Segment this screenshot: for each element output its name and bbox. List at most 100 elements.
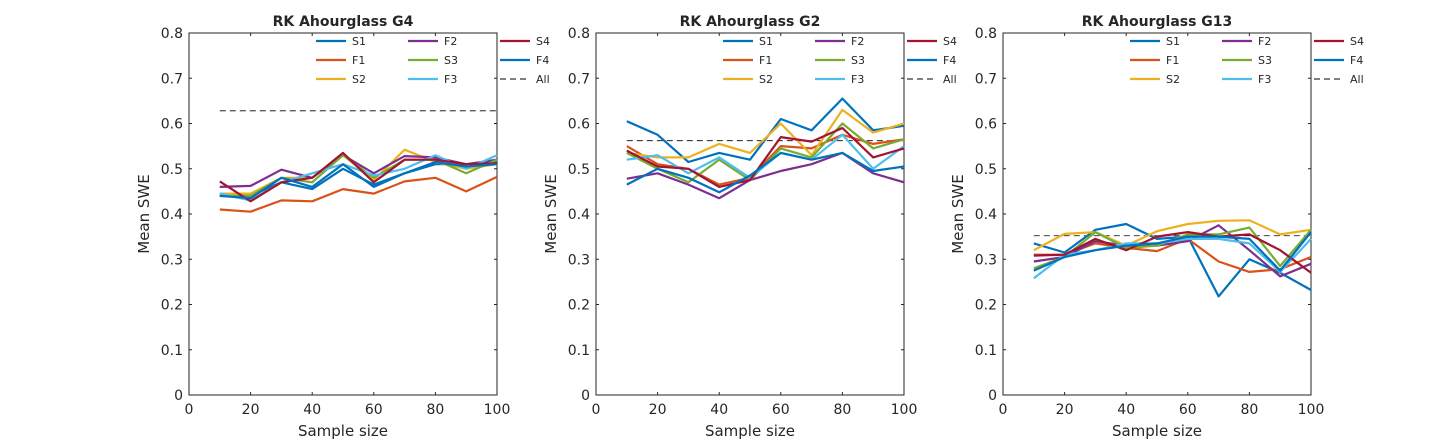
y-tick-label: 0.8: [568, 26, 590, 42]
x-tick-label: 0: [592, 402, 601, 418]
series-line-s1: [1033, 222, 1312, 298]
legend-label-f2: F2: [1258, 35, 1271, 48]
x-tick-label: 60: [1179, 402, 1197, 418]
series-line-s4: [219, 151, 498, 203]
x-tick-label: 0: [999, 402, 1008, 418]
chart-panel-1: 0 20 40 60 80 100 0 0.1 0.2 0.3 0.4 0.5 0.6 0.7 0.8 RK …: [135, 14, 550, 440]
legend-label-f1: F1: [759, 54, 772, 67]
series-line-s4: [1033, 231, 1312, 274]
y-tick-label: 0: [174, 388, 183, 404]
legend-label-f4: F4: [943, 54, 956, 67]
chart-title: RK Ahourglass G13: [1082, 14, 1233, 30]
y-tick-label: 0.1: [161, 343, 183, 359]
y-tick-label: 0.6: [975, 117, 997, 133]
series-line-f1: [219, 175, 498, 213]
legend: S1 F1 S2 F2 S3 F3 S4 F4 All: [1130, 35, 1364, 86]
y-tick-label: 0.4: [975, 207, 997, 223]
legend-label-s3: S3: [851, 54, 865, 67]
series-line-f4: [219, 160, 498, 200]
x-tick-label: 80: [1240, 402, 1258, 418]
y-tick-label: 0: [581, 388, 590, 404]
legend-label-s4: S4: [943, 35, 957, 48]
legend-label-s1: S1: [1166, 35, 1180, 48]
x-tick-label: 60: [772, 402, 790, 418]
x-tick-label: 40: [710, 402, 728, 418]
y-tick-label: 0.2: [975, 298, 997, 314]
y-tick-label: 0: [988, 388, 997, 404]
series-line-f4: [1033, 231, 1312, 272]
legend-label-f2: F2: [851, 35, 864, 48]
x-tick-label: 100: [1298, 402, 1325, 418]
legend-label-f3: F3: [1258, 73, 1271, 86]
y-tick-label: 0.7: [975, 71, 997, 87]
y-tick-label: 0.2: [568, 298, 590, 314]
x-tick-label: 0: [185, 402, 194, 418]
plot-area: [188, 32, 498, 396]
x-tick-label: 60: [365, 402, 383, 418]
legend-label-s1: S1: [352, 35, 366, 48]
y-tick-label: 0.2: [161, 298, 183, 314]
x-tick-label: 100: [484, 402, 511, 418]
series-line-s2: [1033, 219, 1312, 252]
y-tick-label: 0.8: [161, 26, 183, 42]
x-tick-label: 40: [303, 402, 321, 418]
legend-label-f3: F3: [851, 73, 864, 86]
y-tick-label: 0.4: [568, 207, 590, 223]
y-tick-label: 0.6: [568, 117, 590, 133]
series-line-f1: [626, 133, 905, 186]
x-tick-label: 20: [1056, 402, 1074, 418]
series-line-f2: [1033, 224, 1312, 278]
y-tick-label: 0.3: [975, 252, 997, 268]
legend-label-s1: S1: [759, 35, 773, 48]
y-tick-label: 0.5: [568, 162, 590, 178]
x-tick-label: 100: [891, 402, 918, 418]
y-axis-label: Mean SWE: [949, 174, 967, 253]
legend-label-s3: S3: [1258, 54, 1272, 67]
x-tick-label: 20: [242, 402, 260, 418]
legend-label-f3: F3: [444, 73, 457, 86]
legend: S1 F1 S2 F2 S3 F3 S4 F4 All: [723, 35, 957, 86]
series-line-f3: [1033, 237, 1312, 280]
legend-label-s3: S3: [444, 54, 458, 67]
x-axis-label: Sample size: [1112, 422, 1202, 440]
series-line-s2: [626, 108, 905, 159]
legend-label-s2: S2: [352, 73, 366, 86]
chart-title: RK Ahourglass G4: [273, 14, 414, 30]
y-tick-label: 0.3: [568, 252, 590, 268]
y-tick-label: 0.1: [568, 343, 590, 359]
legend-label-all: All: [536, 73, 550, 86]
chart-panel-2: 0 20 40 60 80 100 0 0.1 0.2 0.3 0.4 0.5 0.6 0.7 0.8 RK …: [542, 14, 957, 440]
y-tick-label: 0.5: [975, 162, 997, 178]
plot-area: [595, 32, 905, 396]
x-tick-label: 80: [833, 402, 851, 418]
legend-label-f4: F4: [536, 54, 549, 67]
plot-area: [1002, 32, 1312, 396]
legend-label-f4: F4: [1350, 54, 1363, 67]
x-axis-label: Sample size: [705, 422, 795, 440]
legend: S1 F1 S2 F2 S3 F3 S4 F4 All: [316, 35, 550, 86]
legend-label-s4: S4: [1350, 35, 1364, 48]
legend-label-s2: S2: [759, 73, 773, 86]
legend-label-f1: F1: [1166, 54, 1179, 67]
series-line-f4: [626, 151, 905, 194]
legend-label-s4: S4: [536, 35, 550, 48]
y-tick-label: 0.8: [975, 26, 997, 42]
x-axis-label: Sample size: [298, 422, 388, 440]
y-tick-label: 0.1: [975, 343, 997, 359]
legend-label-f1: F1: [352, 54, 365, 67]
x-tick-label: 20: [649, 402, 667, 418]
y-tick-label: 0.7: [161, 71, 183, 87]
series-line-s4: [626, 126, 905, 188]
legend-label-s2: S2: [1166, 73, 1180, 86]
chart-title: RK Ahourglass G2: [680, 14, 821, 30]
x-tick-label: 40: [1117, 402, 1135, 418]
y-axis-label: Mean SWE: [542, 174, 560, 253]
y-tick-label: 0.5: [161, 162, 183, 178]
y-tick-label: 0.7: [568, 71, 590, 87]
y-tick-label: 0.6: [161, 117, 183, 133]
legend-label-all: All: [1350, 73, 1364, 86]
y-tick-label: 0.3: [161, 252, 183, 268]
x-tick-label: 80: [426, 402, 444, 418]
y-tick-label: 0.4: [161, 207, 183, 223]
